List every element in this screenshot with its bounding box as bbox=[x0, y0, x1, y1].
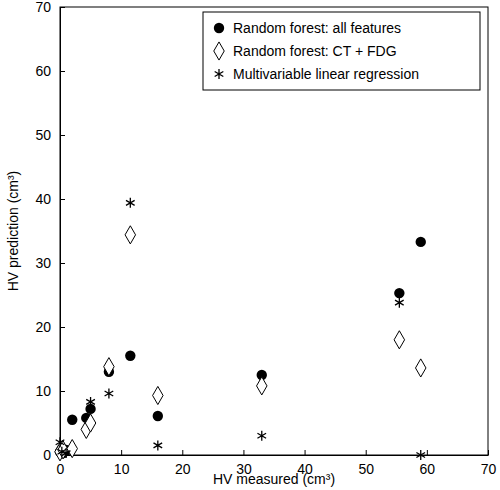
tick-label: 50 bbox=[358, 461, 374, 477]
tick-mark bbox=[60, 327, 65, 328]
point bbox=[153, 386, 163, 404]
point bbox=[105, 389, 114, 399]
tick-mark bbox=[427, 450, 428, 455]
plot-frame bbox=[60, 7, 488, 455]
tick: 50 bbox=[358, 450, 374, 477]
series bbox=[55, 226, 426, 461]
tick-mark bbox=[60, 391, 65, 392]
tick: 70 bbox=[481, 450, 497, 477]
tick-mark bbox=[305, 450, 306, 455]
series bbox=[55, 237, 426, 459]
legend-marker bbox=[214, 42, 224, 60]
point bbox=[416, 450, 425, 460]
point bbox=[86, 397, 95, 407]
point bbox=[394, 331, 404, 349]
series bbox=[56, 198, 425, 460]
point bbox=[67, 415, 77, 425]
tick-label: 70 bbox=[35, 0, 51, 15]
tick-label: 40 bbox=[35, 191, 51, 207]
point bbox=[257, 377, 267, 395]
tick-label: 10 bbox=[114, 461, 130, 477]
tick: 20 bbox=[35, 319, 65, 335]
tick-label: 70 bbox=[481, 461, 497, 477]
legend-marker bbox=[214, 23, 224, 33]
tick: 10 bbox=[114, 450, 130, 477]
point bbox=[153, 440, 162, 450]
point bbox=[125, 351, 135, 361]
tick-label: 60 bbox=[420, 461, 436, 477]
tick-label: 50 bbox=[35, 127, 51, 143]
tick-label: 60 bbox=[35, 63, 51, 79]
x-axis-title: HV measured (cm³) bbox=[213, 471, 335, 487]
chart: 010203040506070010203040506070Random for… bbox=[0, 0, 500, 490]
point bbox=[104, 358, 114, 376]
tick-mark bbox=[121, 450, 122, 455]
y-axis-title: HV prediction (cm³) bbox=[5, 171, 21, 292]
tick: 40 bbox=[35, 191, 65, 207]
point bbox=[257, 431, 266, 441]
point bbox=[395, 298, 404, 308]
legend-label: Multivariable linear regression bbox=[233, 66, 419, 82]
point bbox=[62, 448, 71, 458]
legend-box bbox=[203, 12, 480, 90]
plot: 010203040506070010203040506070Random for… bbox=[35, 0, 496, 477]
legend: Random forest: all features Random forest… bbox=[203, 12, 480, 90]
point bbox=[416, 359, 426, 377]
point bbox=[85, 414, 95, 432]
tick-label: 10 bbox=[35, 383, 51, 399]
tick-label: 30 bbox=[35, 255, 51, 271]
marks bbox=[55, 198, 426, 461]
point bbox=[126, 198, 135, 208]
point bbox=[56, 437, 65, 447]
point bbox=[416, 237, 426, 247]
tick: 30 bbox=[35, 255, 65, 271]
tick-label: 0 bbox=[57, 461, 65, 477]
tick-mark bbox=[60, 71, 65, 72]
legend-label: Random forest: CT + FDG bbox=[233, 43, 397, 59]
tick: 20 bbox=[175, 450, 191, 477]
tick-label: 20 bbox=[175, 461, 191, 477]
point bbox=[394, 288, 404, 298]
tick-mark bbox=[60, 135, 65, 136]
legend-label: Random forest: all features bbox=[233, 20, 401, 36]
tick-label: 20 bbox=[35, 319, 51, 335]
tick-mark bbox=[60, 199, 65, 200]
tick: 50 bbox=[35, 127, 65, 143]
tick: 60 bbox=[35, 63, 65, 79]
tick-mark bbox=[60, 263, 65, 264]
tick-mark bbox=[243, 450, 244, 455]
point bbox=[125, 226, 135, 244]
tick-mark bbox=[366, 450, 367, 455]
tick-mark bbox=[182, 450, 183, 455]
tick: 10 bbox=[35, 383, 65, 399]
y-axis: 0 10 20 30 40 50 60 70 bbox=[35, 0, 65, 463]
tick-label: 0 bbox=[43, 447, 51, 463]
point bbox=[153, 411, 163, 421]
legend-marker bbox=[215, 69, 224, 79]
